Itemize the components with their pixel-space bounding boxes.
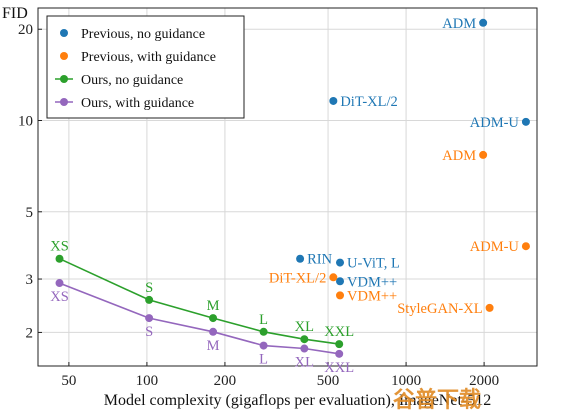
data-point <box>521 117 530 126</box>
point-label: L <box>259 312 268 328</box>
data-point <box>336 258 345 267</box>
x-tick-label: 50 <box>61 373 76 389</box>
data-point <box>145 295 154 304</box>
data-point <box>209 327 218 336</box>
point-label: DiT-XL/2 <box>340 94 397 110</box>
data-point <box>145 314 154 323</box>
legend-entry: Previous, with guidance <box>81 50 216 65</box>
y-tick-label: 5 <box>26 205 34 221</box>
legend-entry: Ours, no guidance <box>81 73 183 88</box>
data-point <box>209 314 218 323</box>
point-label: XL <box>295 355 314 371</box>
series-line-3 <box>59 282 340 355</box>
x-tick-label: 1000 <box>391 373 421 389</box>
y-tick-label: 20 <box>18 22 33 38</box>
y-tick-label: 10 <box>18 114 33 130</box>
x-axis-label: Model complexity (gigaflops per evaluati… <box>104 392 491 409</box>
data-point <box>259 327 268 336</box>
point-label: XXL <box>324 360 354 376</box>
legend: Previous, no guidance Previous, with guid… <box>46 15 245 119</box>
point-label: L <box>259 352 268 368</box>
watermark-logo: 谷普下载 <box>393 387 481 413</box>
data-point <box>55 254 64 263</box>
x-tick-label: 100 <box>136 373 159 389</box>
point-label: M <box>207 298 220 314</box>
legend-marker <box>60 98 68 106</box>
point-label: VDM++ <box>347 288 397 304</box>
data-point <box>300 344 309 353</box>
x-tick-label: 500 <box>317 373 340 389</box>
point-label: ADM <box>442 148 476 164</box>
data-point <box>335 349 344 358</box>
point-label: S <box>145 324 153 340</box>
point-label: XXL <box>324 324 354 340</box>
series-lines <box>59 257 340 355</box>
data-point <box>259 341 268 350</box>
data-point <box>300 335 309 344</box>
point-label: RIN <box>307 252 333 268</box>
point-labels: ADM DiT-XL/2 ADM-U RIN U-ViT, L VDM++ ADM ADM-U… <box>50 16 519 376</box>
data-point <box>296 254 305 263</box>
point-label: XS <box>50 239 69 255</box>
legend-marker <box>60 52 68 60</box>
point-label: ADM-U <box>470 115 520 131</box>
x-tick-label: 2000 <box>469 373 499 389</box>
axis-ticks: 50 100 200 500 1000 2000 2 3 5 10 20 <box>18 22 499 389</box>
y-tick-label: 2 <box>26 325 34 341</box>
data-point <box>336 277 345 286</box>
point-label: M <box>207 338 220 354</box>
y-tick-label: 3 <box>26 272 34 288</box>
plot-frame <box>37 7 538 367</box>
y-axis-label: FID <box>2 5 28 22</box>
legend-marker <box>60 75 68 83</box>
legend-marker <box>60 29 68 37</box>
point-label: U-ViT, L <box>347 256 400 272</box>
data-point <box>329 96 338 105</box>
data-point <box>485 303 494 312</box>
point-label: ADM-U <box>470 239 520 255</box>
data-point <box>336 291 345 300</box>
point-label: DiT-XL/2 <box>269 270 326 286</box>
point-label: S <box>145 280 153 296</box>
data-point <box>521 242 530 251</box>
data-point <box>55 279 64 288</box>
data-point <box>329 273 338 282</box>
point-label: VDM++ <box>347 274 397 290</box>
point-label: StyleGAN-XL <box>397 301 482 317</box>
legend-entry: Previous, no guidance <box>81 27 205 42</box>
point-label: XS <box>50 289 69 305</box>
legend-entry: Ours, with guidance <box>81 96 194 111</box>
data-points <box>55 18 530 358</box>
point-label: ADM <box>442 16 476 32</box>
data-point <box>479 150 488 159</box>
series-line-2 <box>59 257 340 345</box>
legend-box <box>46 15 245 119</box>
point-label: XL <box>295 319 314 335</box>
x-tick-label: 200 <box>214 373 237 389</box>
data-point <box>335 340 344 349</box>
data-point <box>479 18 488 27</box>
